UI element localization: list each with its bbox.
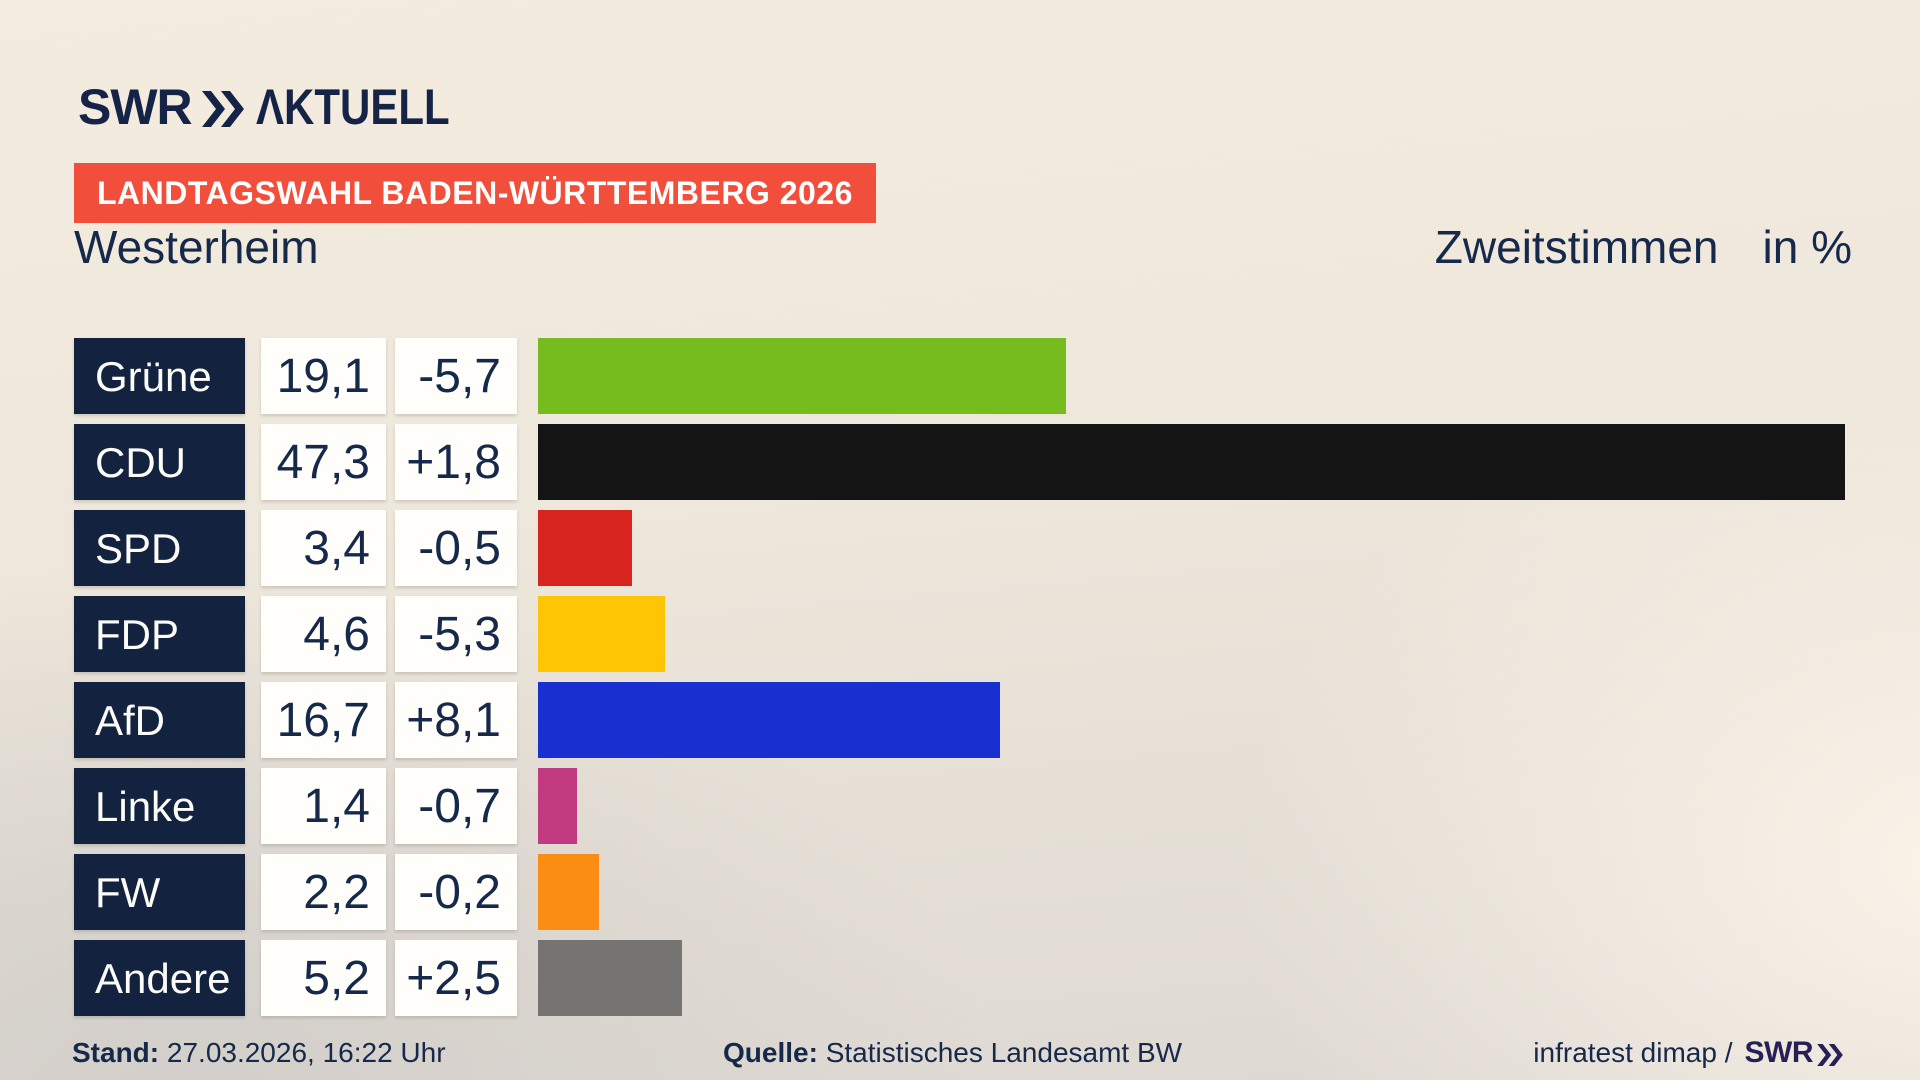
party-change-box: +8,1 bbox=[395, 682, 517, 758]
party-change-box: -0,5 bbox=[395, 510, 517, 586]
party-name-box: FDP bbox=[74, 596, 245, 672]
vote-unit-label: in % bbox=[1762, 221, 1852, 273]
source-note: Quelle: Statistisches Landesamt BW bbox=[723, 1033, 1182, 1073]
swr-double-chevron-icon bbox=[201, 91, 244, 127]
results-chart: Grüne 19,1 -5,7 CDU 47,3 +1,8 SPD 3,4 -0… bbox=[74, 0, 1920, 1080]
credit-text: infratest dimap / bbox=[1533, 1037, 1733, 1068]
credit-double-chevron-icon bbox=[1817, 1043, 1843, 1066]
credit-note: infratest dimap / SWR bbox=[1533, 1033, 1843, 1073]
party-value-box: 4,6 bbox=[261, 596, 386, 672]
party-row: AfD 16,7 +8,1 bbox=[74, 682, 1920, 758]
party-name-box: Grüne bbox=[74, 338, 245, 414]
party-name-box: FW bbox=[74, 854, 245, 930]
source-value: Statistisches Landesamt BW bbox=[825, 1037, 1183, 1068]
party-row: FW 2,2 -0,2 bbox=[74, 854, 1920, 930]
party-row: Grüne 19,1 -5,7 bbox=[74, 338, 1920, 414]
party-change-box: -5,7 bbox=[395, 338, 517, 414]
party-row: CDU 47,3 +1,8 bbox=[74, 424, 1920, 500]
party-change-box: -0,2 bbox=[395, 854, 517, 930]
party-result-bar bbox=[538, 510, 632, 586]
election-banner: LANDTAGSWAHL BADEN-WÜRTTEMBERG 2026 bbox=[74, 163, 876, 223]
party-value-box: 1,4 bbox=[261, 768, 386, 844]
stand-value: 27.03.2026, 16:22 Uhr bbox=[166, 1037, 446, 1068]
party-value-box: 3,4 bbox=[261, 510, 386, 586]
party-result-bar bbox=[538, 338, 1066, 414]
party-row: FDP 4,6 -5,3 bbox=[74, 596, 1920, 672]
party-row: Andere 5,2 +2,5 bbox=[74, 940, 1920, 1016]
party-change-box: -5,3 bbox=[395, 596, 517, 672]
party-name-box: Linke bbox=[74, 768, 245, 844]
party-result-bar bbox=[538, 854, 599, 930]
credit-swr-wordmark: SWR bbox=[1744, 1036, 1814, 1069]
stand-label: Stand: bbox=[72, 1037, 160, 1068]
party-value-box: 5,2 bbox=[261, 940, 386, 1016]
party-result-bar bbox=[538, 424, 1845, 500]
vote-type-label: Zweitstimmen bbox=[1434, 221, 1719, 273]
vote-type-heading: Zweitstimmen in % bbox=[1435, 221, 1852, 273]
aktuell-wordmark: ΛKTUELL bbox=[255, 79, 450, 135]
party-change-box: +1,8 bbox=[395, 424, 517, 500]
party-name-box: Andere bbox=[74, 940, 245, 1016]
party-name-box: CDU bbox=[74, 424, 245, 500]
party-value-box: 47,3 bbox=[261, 424, 386, 500]
swr-aktuell-logo: SWR ΛKTUELL bbox=[78, 80, 486, 134]
party-result-bar bbox=[538, 596, 665, 672]
party-result-bar bbox=[538, 768, 577, 844]
party-change-box: +2,5 bbox=[395, 940, 517, 1016]
source-label: Quelle: bbox=[723, 1037, 818, 1068]
party-result-bar bbox=[538, 940, 682, 1016]
party-name-box: SPD bbox=[74, 510, 245, 586]
party-name-box: AfD bbox=[74, 682, 245, 758]
party-row: SPD 3,4 -0,5 bbox=[74, 510, 1920, 586]
municipality-title: Westerheim bbox=[74, 221, 319, 273]
party-value-box: 16,7 bbox=[261, 682, 386, 758]
party-change-box: -0,7 bbox=[395, 768, 517, 844]
party-value-box: 2,2 bbox=[261, 854, 386, 930]
swr-wordmark: SWR bbox=[78, 79, 193, 135]
stand-timestamp: Stand: 27.03.2026, 16:22 Uhr bbox=[72, 1033, 446, 1073]
party-value-box: 19,1 bbox=[261, 338, 386, 414]
party-row: Linke 1,4 -0,7 bbox=[74, 768, 1920, 844]
party-result-bar bbox=[538, 682, 1000, 758]
